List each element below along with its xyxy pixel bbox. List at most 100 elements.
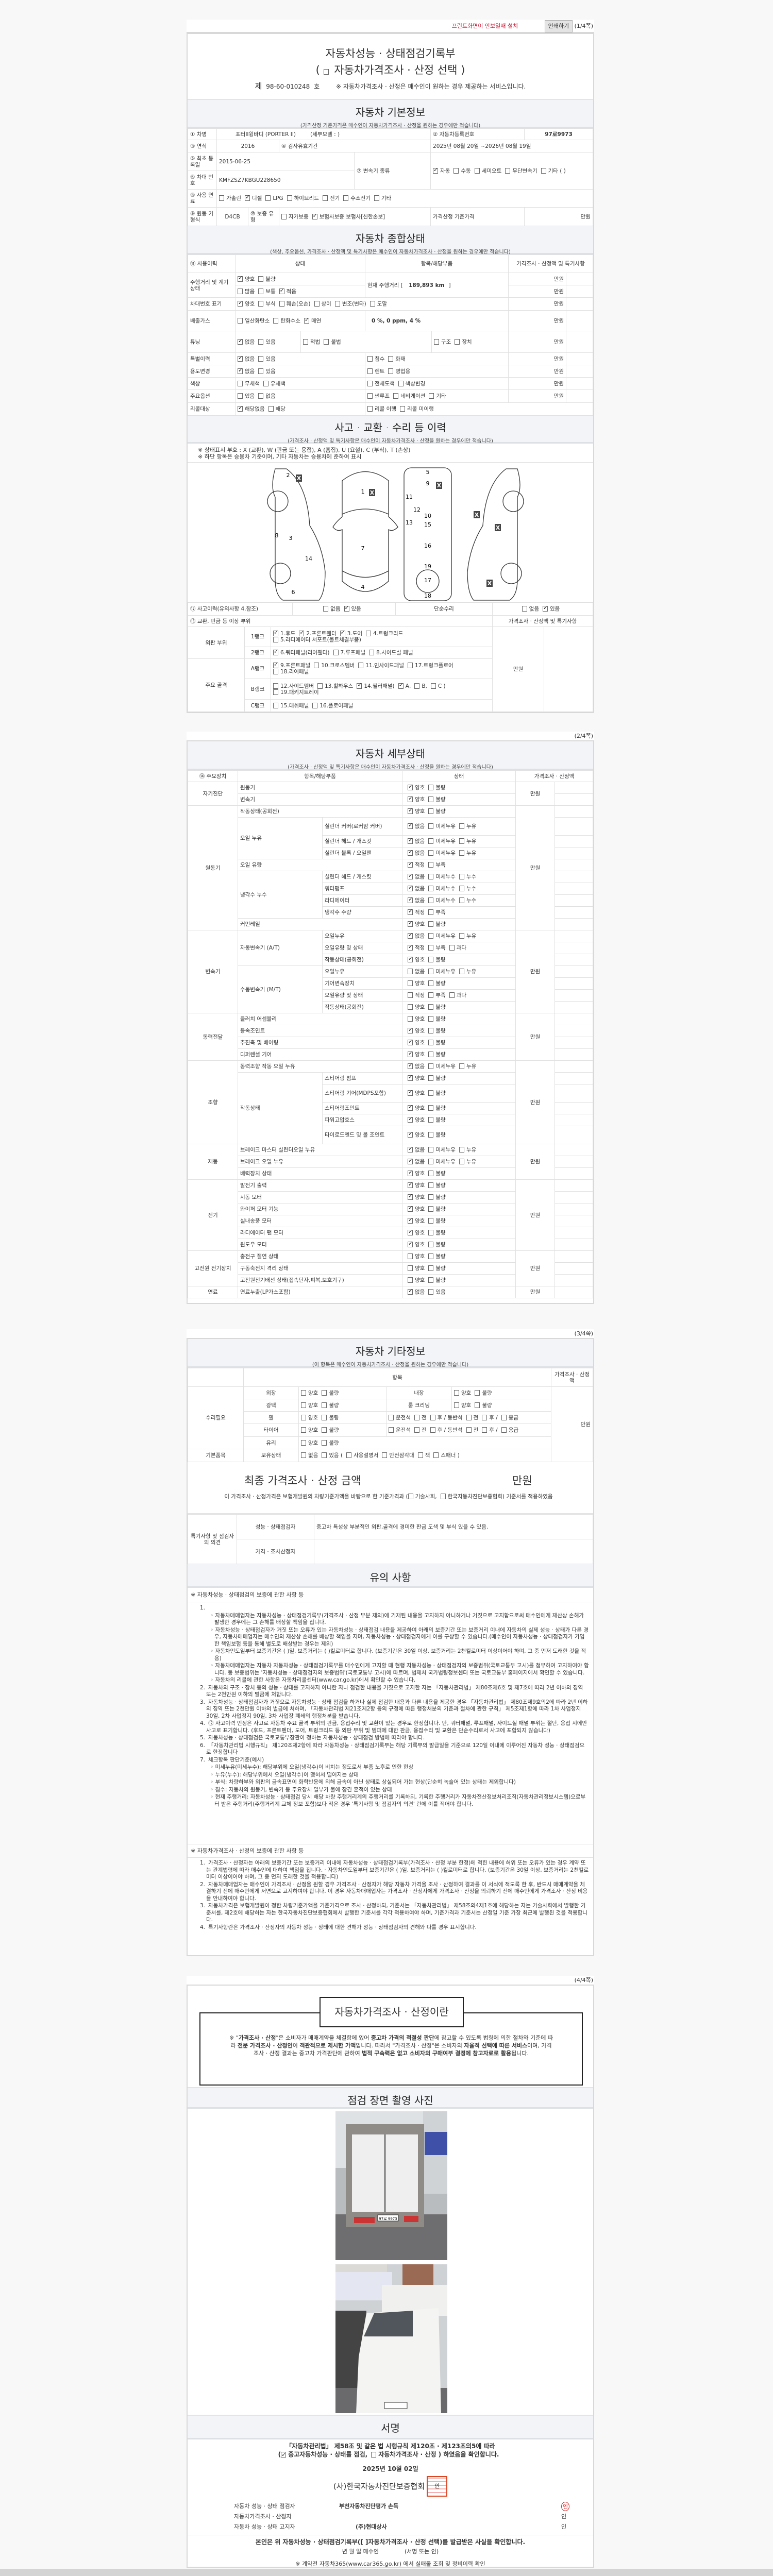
checkbox[interactable]: [389, 1414, 394, 1420]
checkbox[interactable]: [323, 606, 329, 612]
checkbox[interactable]: [322, 1402, 327, 1408]
checkbox[interactable]: [279, 287, 284, 294]
checkbox[interactable]: [258, 276, 264, 282]
checkbox[interactable]: [408, 992, 413, 998]
checkbox[interactable]: [430, 1427, 435, 1433]
checkbox[interactable]: [258, 288, 264, 294]
checkbox[interactable]: [408, 1229, 413, 1235]
checkbox[interactable]: [301, 1427, 306, 1433]
checkbox[interactable]: [273, 689, 278, 695]
checkbox[interactable]: [279, 301, 284, 307]
checkbox[interactable]: [371, 2452, 377, 2458]
checkbox[interactable]: [312, 702, 318, 708]
checkbox[interactable]: [408, 1004, 413, 1010]
checkbox[interactable]: [238, 405, 243, 412]
checkbox[interactable]: [428, 945, 434, 951]
checkbox[interactable]: [273, 662, 278, 668]
checkbox[interactable]: [428, 1028, 434, 1033]
checkbox[interactable]: [428, 808, 434, 814]
checkbox[interactable]: [459, 897, 464, 903]
checkbox[interactable]: [408, 861, 413, 868]
checkbox[interactable]: [408, 795, 413, 802]
checkbox[interactable]: [301, 1439, 306, 1446]
checkbox[interactable]: [263, 380, 268, 386]
checkbox[interactable]: [238, 288, 243, 294]
checkbox[interactable]: [428, 1147, 434, 1153]
checkbox[interactable]: [281, 2451, 286, 2459]
checkbox[interactable]: [281, 213, 287, 219]
checkbox[interactable]: [408, 1253, 413, 1259]
checkbox[interactable]: [428, 1105, 434, 1111]
checkbox[interactable]: [541, 167, 546, 174]
checkbox[interactable]: [238, 380, 243, 386]
checkbox[interactable]: [454, 1402, 459, 1408]
checkbox[interactable]: [466, 1414, 472, 1420]
checkbox[interactable]: [367, 368, 373, 374]
checkbox[interactable]: [428, 897, 434, 903]
checkbox[interactable]: [428, 1242, 434, 1247]
print-button[interactable]: 인쇄하기: [544, 20, 573, 32]
checkbox[interactable]: [459, 823, 464, 829]
checkbox[interactable]: [408, 1016, 413, 1022]
checkbox[interactable]: [312, 213, 317, 219]
checkbox[interactable]: [238, 317, 243, 324]
checkbox[interactable]: [428, 823, 434, 829]
checkbox[interactable]: [453, 167, 459, 174]
checkbox[interactable]: [430, 1414, 435, 1420]
checkbox[interactable]: [304, 317, 309, 324]
checkbox[interactable]: [459, 874, 464, 879]
checkbox[interactable]: [433, 167, 438, 174]
checkbox[interactable]: [408, 784, 413, 790]
checkbox[interactable]: [400, 406, 405, 412]
checkbox[interactable]: [273, 317, 279, 324]
checkbox[interactable]: [244, 194, 250, 201]
checkbox[interactable]: [408, 1027, 413, 1033]
checkbox[interactable]: [428, 980, 434, 986]
checkbox[interactable]: [408, 849, 413, 856]
car365-footer[interactable]: ※ 계약전 자동차365(www.car365.go.kr) 에서 실매물 조회…: [295, 2561, 485, 2567]
checkbox[interactable]: [408, 920, 413, 927]
checkbox[interactable]: [301, 1402, 306, 1408]
checkbox[interactable]: [408, 1050, 413, 1057]
checkbox[interactable]: [428, 1277, 434, 1283]
checkbox[interactable]: [408, 1217, 413, 1224]
checkbox[interactable]: [428, 933, 434, 939]
checkbox[interactable]: [358, 663, 364, 668]
checkbox[interactable]: [273, 649, 278, 655]
checkbox[interactable]: [408, 1193, 413, 1200]
checkbox[interactable]: [303, 338, 308, 345]
checkbox[interactable]: [408, 663, 413, 668]
checkbox[interactable]: [459, 850, 464, 856]
checkbox[interactable]: [273, 683, 278, 689]
checkbox[interactable]: [428, 886, 434, 891]
checkbox[interactable]: [428, 1182, 434, 1188]
checkbox[interactable]: [366, 631, 372, 636]
checkbox[interactable]: [273, 702, 278, 708]
checkbox[interactable]: [459, 838, 464, 844]
checkbox[interactable]: [414, 683, 420, 689]
checkbox[interactable]: [428, 1265, 434, 1271]
checkbox[interactable]: [408, 908, 413, 915]
checkbox[interactable]: [475, 1402, 480, 1408]
checkbox[interactable]: [428, 838, 434, 844]
checkbox[interactable]: [398, 682, 404, 689]
checkbox[interactable]: [322, 1414, 327, 1420]
checkbox[interactable]: [265, 195, 271, 201]
checkbox[interactable]: [398, 380, 404, 386]
checkbox[interactable]: [238, 300, 243, 307]
checkbox[interactable]: [408, 1181, 413, 1188]
checkbox[interactable]: [333, 650, 339, 655]
checkbox[interactable]: [393, 393, 398, 399]
checkbox[interactable]: [273, 669, 278, 674]
checkbox[interactable]: [238, 355, 243, 362]
checkbox[interactable]: [238, 367, 243, 374]
checkbox[interactable]: [367, 380, 373, 386]
checkbox[interactable]: [322, 1439, 327, 1446]
checkbox[interactable]: [428, 1132, 434, 1138]
checkbox[interactable]: [238, 393, 243, 399]
checkbox[interactable]: [501, 1427, 507, 1433]
checkbox[interactable]: [408, 885, 413, 891]
checkbox[interactable]: [428, 1075, 434, 1081]
checkbox[interactable]: [408, 1062, 413, 1069]
checkbox[interactable]: [428, 850, 434, 856]
